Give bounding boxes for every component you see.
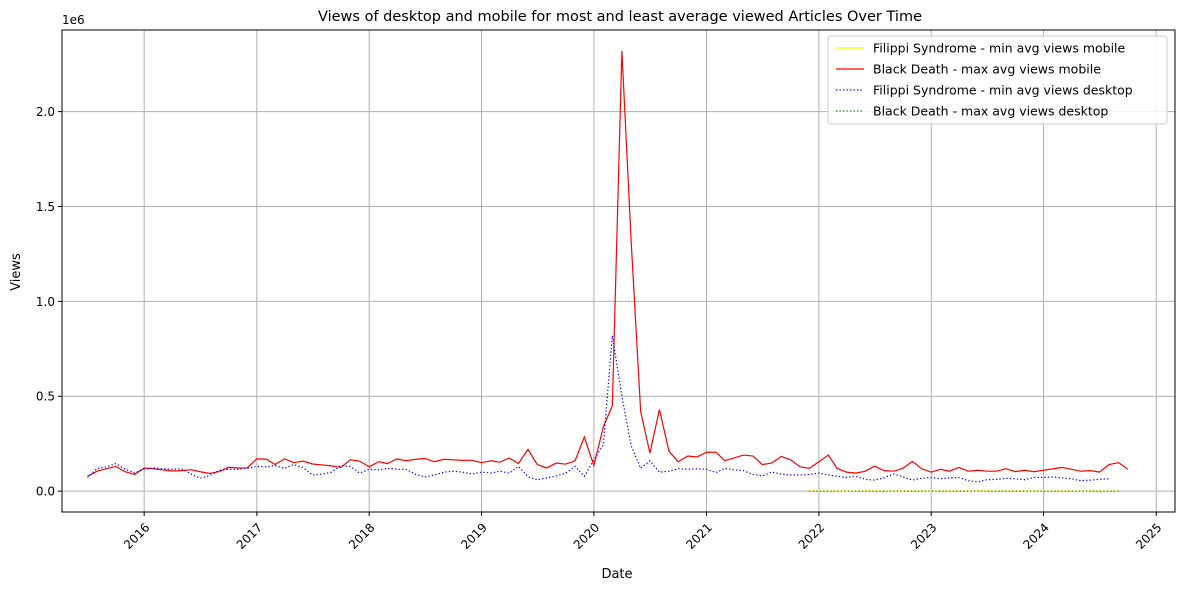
y-axis: 0.0 0.5 1.0 1.5 2.0	[36, 105, 62, 499]
y-axis-label: Views	[9, 253, 24, 291]
x-axis-label: Date	[601, 567, 632, 582]
series-line-1	[87, 50, 1129, 477]
x-tick-label: 2023	[908, 520, 939, 551]
x-tick-label: 2025	[1133, 520, 1164, 551]
grid	[62, 30, 1175, 512]
x-tick-label: 2020	[571, 520, 602, 551]
x-tick-label: 2016	[121, 520, 152, 551]
legend-label: Filippi Syndrome - min avg views mobile	[873, 41, 1126, 56]
chart-title: Views of desktop and mobile for most and…	[318, 9, 922, 25]
x-tick-label: 2021	[683, 520, 714, 551]
x-tick-label: 2018	[346, 520, 377, 551]
x-tick-label: 2017	[234, 520, 265, 551]
legend: Filippi Syndrome - min avg views mobile B…	[827, 35, 1168, 125]
y-tick-label: 1.5	[36, 200, 55, 214]
y-tick-label: 0.0	[36, 485, 55, 499]
legend-box	[827, 35, 1168, 125]
legend-label: Filippi Syndrome - min avg views desktop	[873, 83, 1133, 98]
x-axis: 2016 2017 2018 2019 2020 2021 2022 2023 2024 2025	[121, 512, 1165, 552]
legend-label: Black Death - max avg views mobile	[873, 62, 1101, 77]
y-tick-label: 2.0	[36, 105, 55, 119]
y-tick-label: 1.0	[36, 295, 55, 309]
x-tick-label: 2024	[1020, 520, 1051, 551]
x-tick-label: 2022	[796, 520, 827, 551]
y-tick-label: 0.5	[36, 390, 55, 404]
series-lines	[87, 50, 1129, 492]
y-offset-label: 1e6	[62, 13, 85, 27]
plot-frame	[61, 29, 1176, 513]
series-line-2	[87, 335, 1110, 483]
x-tick-label: 2019	[458, 520, 489, 551]
legend-label: Black Death - max avg views desktop	[873, 104, 1108, 119]
